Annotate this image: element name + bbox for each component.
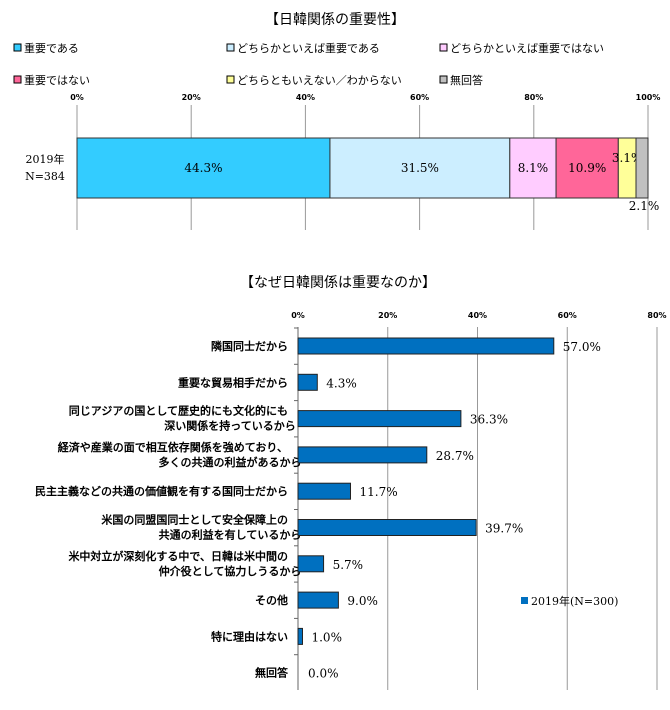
tick-label: 80% <box>524 93 543 102</box>
legend-label: どちらともいえない／わからない <box>237 74 402 87</box>
data-label: 5.7% <box>333 558 364 572</box>
bar <box>297 337 555 355</box>
legend-label: どちらかといえば重要である <box>237 41 380 55</box>
bar <box>297 482 352 500</box>
chart-title: 【なぜ日韓関係は重要なのか】 <box>240 275 436 291</box>
legend-swatch <box>226 43 235 52</box>
legend-label: どちらかといえば重要ではない <box>450 41 604 55</box>
category-label: 米国の同盟国同士として安全保障上の <box>100 513 288 527</box>
category-label: 仲介役として協力しうるから <box>159 564 302 578</box>
category-label: 2019年 <box>26 152 65 166</box>
data-label: 57.0% <box>563 340 601 354</box>
tick-label: 20% <box>182 93 201 102</box>
category-label: 米中対立が深刻化する中で、日韓は米中間の <box>67 549 288 563</box>
bar <box>297 519 477 536</box>
category-label: N=384 <box>25 170 65 183</box>
tick-label: 0% <box>70 93 84 102</box>
bar-segment <box>555 137 619 199</box>
category-label: 共通の利益を有しているから <box>159 528 302 542</box>
data-label: 11.7% <box>360 485 398 499</box>
data-label: 9.0% <box>347 594 378 608</box>
data-label: 4.3% <box>326 376 357 390</box>
legend-label: 2019年(N=300) <box>531 594 618 608</box>
data-label: 2.1% <box>629 199 660 213</box>
legend-label: 重要ではない <box>24 73 90 87</box>
data-label: 44.3% <box>184 161 222 175</box>
data-label: 10.9% <box>568 161 606 175</box>
chart-title: 【日韓関係の重要性】 <box>265 12 405 28</box>
legend-swatch <box>439 43 448 52</box>
data-label: 28.7% <box>436 449 474 463</box>
tick-label: 80% <box>647 311 666 320</box>
tick-label: 40% <box>296 93 315 102</box>
bar <box>297 410 462 428</box>
bar <box>297 446 428 464</box>
data-label: 1.0% <box>311 630 342 644</box>
data-label: 39.7% <box>485 522 523 536</box>
data-label: 3.1% <box>612 151 643 165</box>
category-label: 経済や産業の面で相互依存関係を強めており、 <box>58 440 288 454</box>
tick-label: 60% <box>410 93 429 102</box>
tick-label: 40% <box>468 311 487 320</box>
category-label: 無回答 <box>255 666 289 680</box>
legend-swatch <box>439 75 448 84</box>
data-label: 31.5% <box>401 161 439 175</box>
data-label: 36.3% <box>470 413 508 427</box>
legend-swatch <box>13 75 22 84</box>
tick-label: 20% <box>378 311 397 320</box>
category-label: 隣国同士だから <box>211 339 288 353</box>
legend-swatch <box>521 597 528 604</box>
bar <box>297 555 325 573</box>
legend-swatch <box>226 75 235 84</box>
bar <box>297 373 318 391</box>
category-label: 重要な貿易相手だから <box>178 375 288 389</box>
data-label: 8.1% <box>518 161 549 175</box>
legend-label: 重要である <box>24 41 79 55</box>
data-label: 0.0% <box>308 667 339 681</box>
bar-segment <box>76 137 331 199</box>
category-label: 特に理由はない <box>211 629 288 643</box>
legend-swatch <box>13 43 22 52</box>
category-label: 同じアジアの国として歴史的にも文化的にも <box>69 404 288 418</box>
bar-segment <box>635 137 649 199</box>
legend-label: 無回答 <box>450 73 483 87</box>
bar <box>297 591 339 609</box>
tick-label: 60% <box>558 311 577 320</box>
tick-label: 100% <box>636 93 661 102</box>
bar <box>297 627 303 645</box>
category-label: 民主主義などの共通の価値観を有する国同士だから <box>35 484 288 498</box>
category-label: 多くの共通の利益があるから <box>159 455 302 469</box>
bar-segment <box>617 137 637 199</box>
category-label: 深い関係を持っているから <box>164 419 295 433</box>
tick-label: 0% <box>291 311 305 320</box>
category-label: その他 <box>255 593 288 607</box>
